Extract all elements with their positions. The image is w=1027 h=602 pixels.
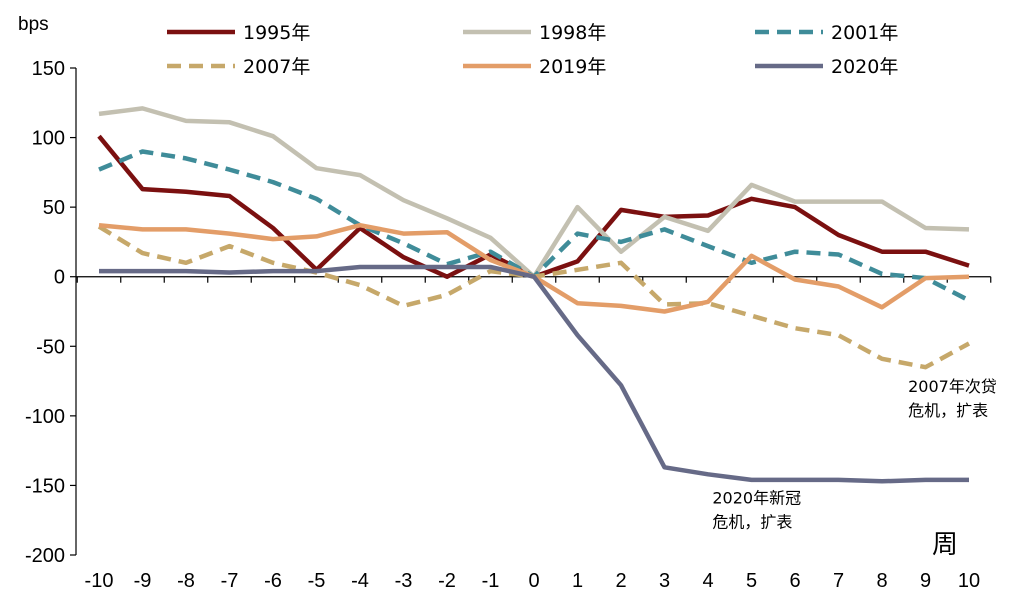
series-line-2019年 [98,222,970,314]
y-tick-label: -200 [25,545,65,567]
x-tick-label: -5 [308,570,326,592]
x-tick-label: -6 [264,570,282,592]
series-line-2007年 [97,224,971,370]
x-tick-label: 5 [746,570,757,592]
x-tick-label: -2 [438,570,456,592]
legend-label: 1995年 [243,22,310,44]
x-tick-label: -10 [85,570,114,592]
legend-label: 2001年 [831,22,898,44]
x-tick-label: 0 [528,570,539,592]
x-tick-label: -9 [134,570,152,592]
y-tick-label: 50 [43,197,65,219]
legend-label: 2019年 [539,56,606,78]
x-tick-label: -7 [221,570,239,592]
series-lines [97,106,971,484]
y-tick-label: -150 [25,475,65,497]
x-tick-label: 6 [789,570,800,592]
annotation-text: 2020年新冠 [712,489,801,508]
x-tick-label: -8 [177,570,195,592]
x-unit-label: 周 [932,530,958,560]
annotation-text: 危机，扩表 [712,513,792,532]
x-tick-label: 10 [958,570,980,592]
y-tick-label: -50 [36,336,65,358]
x-tick-label: -1 [482,570,500,592]
x-tick-label: 7 [833,570,844,592]
annotation-text: 2007年次贷 [908,377,997,396]
series-line-2020年 [99,264,969,484]
legend: 1995年 1998年 2001年 2007年 2019年 2020年 [167,22,898,78]
y-tick-label: 100 [32,128,65,150]
x-tick-label: -3 [395,570,413,592]
x-tick-label: 2 [615,570,626,592]
legend-label: 2020年 [831,56,898,78]
x-tick-label: 4 [702,570,713,592]
x-tick-label: -4 [351,570,369,592]
series-line-1998年 [98,106,970,279]
x-tick-label: 1 [572,570,583,592]
x-tick-label: 3 [659,570,670,592]
legend-label: 2007年 [243,56,310,78]
annotation-text: 危机，扩表 [908,401,988,420]
y-tick-label: 0 [54,267,65,289]
y-tick-label: 150 [32,58,65,80]
legend-label: 1998年 [539,22,606,44]
x-tick-label: 9 [920,570,931,592]
y-unit-label: bps [18,14,49,35]
x-tick-label: 8 [876,570,887,592]
y-tick-label: -100 [25,406,65,428]
